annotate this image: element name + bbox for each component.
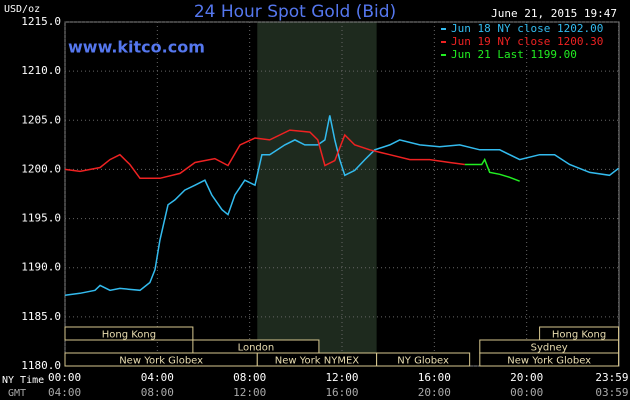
session-label: New York NYMEX: [275, 356, 360, 367]
gmt-tick-label: 16:00: [325, 386, 358, 399]
x-axis-label: NY Time: [2, 375, 44, 386]
x-tick-label: 00:00: [48, 371, 81, 384]
gmt-tick-label: 03:59: [595, 386, 628, 399]
session-label: Hong Kong: [102, 330, 156, 341]
line-layer: [64, 115, 619, 296]
session-box: [376, 352, 471, 367]
session-label: Hong Kong: [552, 330, 606, 341]
nymex-shade: [257, 22, 377, 366]
price-line: [64, 115, 619, 296]
session-label: Sydney: [531, 343, 568, 354]
y-tick-label: 1205.0: [21, 113, 61, 126]
y-tick-label: 1180.0: [21, 359, 61, 372]
gmt-tick-label: 04:00: [48, 386, 81, 399]
gmt-tick-label: 00:00: [510, 386, 543, 399]
y-tick-label: 1215.0: [21, 15, 61, 28]
gmt-label: GMT: [8, 388, 26, 399]
legend-swatch: [441, 28, 446, 30]
gmt-tick-label: 12:00: [233, 386, 266, 399]
gmt-tick-label: 20:00: [418, 386, 451, 399]
legend-label: Jun 18 NY close 1202.00: [451, 22, 603, 35]
session-box: [64, 326, 194, 341]
x-tick-label: 12:00: [325, 371, 358, 384]
back-layer: [64, 21, 620, 367]
session-box: [479, 352, 620, 367]
session-label: New York Globex: [119, 356, 203, 367]
timestamp: June 21, 2015 19:47: [491, 7, 617, 20]
legend-label: Jun 19 NY close 1200.30: [451, 35, 603, 48]
y-tick-label: 1185.0: [21, 310, 61, 323]
session-label: London: [238, 343, 275, 354]
legend-label: Jun 21 Last 1199.00: [451, 48, 577, 61]
x-tick-label: 23:59: [595, 371, 628, 384]
price-line: [64, 129, 465, 180]
x-tick-label: 08:00: [233, 371, 266, 384]
legend-swatch: [441, 54, 446, 56]
y-tick-label: 1210.0: [21, 64, 61, 77]
session-label: NY Globex: [397, 356, 449, 367]
chart-title: 24 Hour Spot Gold (Bid): [194, 2, 396, 22]
x-tick-label: 16:00: [418, 371, 451, 384]
x-tick-label: 04:00: [141, 371, 174, 384]
y-axis-label: USD/oz: [4, 4, 40, 15]
price-line: [464, 157, 520, 182]
y-tick-label: 1200.0: [21, 162, 61, 175]
watermark: www.kitco.com: [68, 38, 205, 57]
x-tick-label: 20:00: [510, 371, 543, 384]
y-tick-label: 1195.0: [21, 212, 61, 225]
session-label: New York Globex: [507, 356, 591, 367]
y-tick-label: 1190.0: [21, 261, 61, 274]
legend-swatch: [441, 41, 446, 43]
gmt-tick-label: 08:00: [141, 386, 174, 399]
